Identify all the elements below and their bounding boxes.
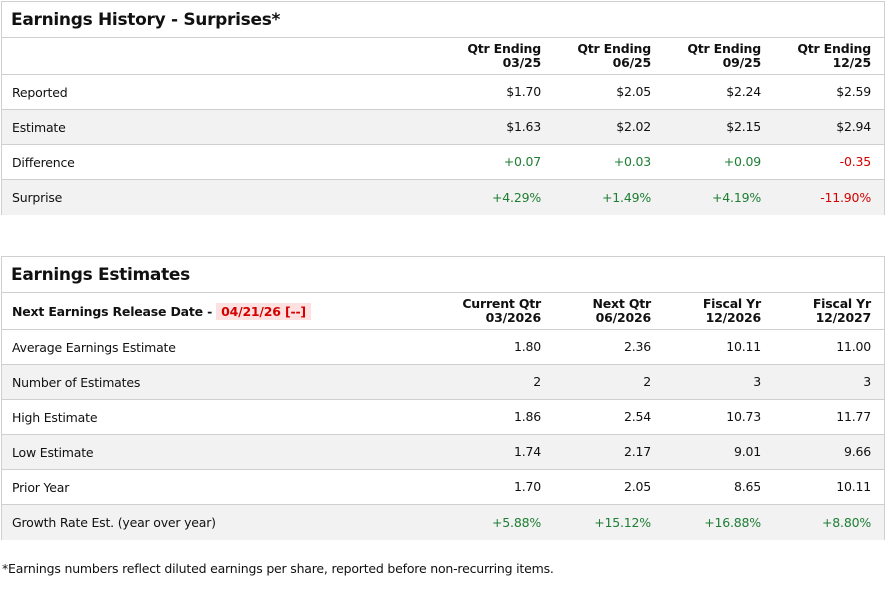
column-header-line1: Qtr Ending [577, 41, 651, 56]
column-header-line2: 03/25 [502, 55, 542, 70]
value-cell: 2.54 [623, 409, 651, 424]
value-cell: 2 [643, 374, 651, 389]
column-header: Fiscal Yr 12/2026 [661, 297, 771, 325]
row-label: Number of Estimates [12, 374, 141, 390]
value-cell: 2.05 [623, 479, 651, 494]
value-cell: 10.73 [726, 409, 761, 424]
table-row: Reported $1.70 $2.05 $2.24 $2.59 [2, 75, 884, 110]
table-row: Low Estimate 1.74 2.17 9.01 9.66 [2, 435, 884, 470]
value-cell: +16.88% [704, 514, 761, 530]
next-release-cell: Next Earnings Release Date -04/21/26 [--… [2, 302, 441, 320]
earnings-history-header: Qtr Ending 03/25 Qtr Ending 06/25 Qtr Ending… [2, 38, 884, 75]
value-cell: 3 [753, 374, 761, 389]
table-row: Number of Estimates 2 2 3 3 [2, 365, 884, 400]
column-header: Current Qtr 03/2026 [441, 297, 551, 325]
earnings-history-table: Earnings History - Surprises* Qtr Ending… [1, 1, 885, 215]
column-header: Next Qtr 06/2026 [551, 297, 661, 325]
value-cell: 8.65 [733, 479, 761, 494]
column-header: Fiscal Yr 12/2027 [771, 297, 881, 325]
value-cell: 9.66 [843, 444, 871, 459]
table-row: Growth Rate Est. (year over year) +5.88% +… [2, 505, 884, 540]
value-cell: 2.17 [623, 444, 651, 459]
column-header-line2: 03/2026 [485, 310, 542, 325]
earnings-estimates-table: Earnings Estimates Next Earnings Release… [1, 256, 885, 540]
row-label: Estimate [12, 119, 66, 135]
column-header: Qtr Ending 06/25 [551, 42, 661, 70]
value-cell: 1.80 [513, 339, 541, 354]
column-header-line1: Qtr Ending [467, 41, 541, 56]
table-row: High Estimate 1.86 2.54 10.73 11.77 [2, 400, 884, 435]
value-cell: 10.11 [836, 479, 871, 494]
value-cell: $2.94 [836, 119, 871, 134]
table-row: Surprise +4.29% +1.49% +4.19% -11.90% [2, 180, 884, 215]
value-cell: 2.36 [623, 339, 651, 354]
value-cell: $1.63 [506, 119, 541, 134]
value-cell: 2 [533, 374, 541, 389]
value-cell: +0.07 [503, 154, 542, 169]
table-row: Estimate $1.63 $2.02 $2.15 $2.94 [2, 110, 884, 145]
column-header-line2: 12/25 [832, 55, 872, 70]
earnings-history-title: Earnings History - Surprises* [2, 2, 884, 38]
value-cell: -11.90% [820, 189, 871, 205]
column-header-line1: Current Qtr [462, 296, 541, 311]
value-cell: 11.00 [836, 339, 871, 354]
value-cell: 9.01 [733, 444, 761, 459]
value-cell: 3 [863, 374, 871, 389]
earnings-estimates-header: Next Earnings Release Date -04/21/26 [--… [2, 293, 884, 330]
table-row: Difference +0.07 +0.03 +0.09 -0.35 [2, 145, 884, 180]
value-cell: $2.24 [726, 84, 761, 99]
value-cell: +1.49% [602, 189, 651, 205]
table-row: Prior Year 1.70 2.05 8.65 10.11 [2, 470, 884, 505]
row-label: Difference [12, 154, 75, 170]
column-header-line2: 06/25 [612, 55, 652, 70]
footnote: *Earnings numbers reflect diluted earnin… [2, 561, 554, 576]
row-label: High Estimate [12, 409, 98, 425]
value-cell: $2.15 [726, 119, 761, 134]
next-release-date: 04/21/26 [--] [216, 302, 311, 320]
value-cell: -0.35 [839, 154, 872, 169]
column-header-line2: 09/25 [722, 55, 762, 70]
value-cell: +15.12% [594, 514, 651, 530]
table-row: Average Earnings Estimate 1.80 2.36 10.11 11… [2, 330, 884, 365]
column-header-line2: 06/2026 [595, 310, 652, 325]
value-cell: $2.05 [616, 84, 651, 99]
value-cell: +8.80% [822, 514, 871, 530]
row-label: Average Earnings Estimate [12, 339, 176, 355]
earnings-estimates-title: Earnings Estimates [2, 257, 884, 293]
value-cell: +4.19% [712, 189, 761, 205]
value-cell: 10.11 [726, 339, 761, 354]
value-cell: +0.09 [723, 154, 762, 169]
row-label: Low Estimate [12, 444, 94, 460]
value-cell: +4.29% [492, 189, 541, 205]
value-cell: +0.03 [613, 154, 652, 169]
row-label: Reported [12, 84, 68, 100]
row-label: Surprise [12, 190, 63, 205]
value-cell: 11.77 [836, 409, 871, 424]
column-header: Qtr Ending 09/25 [661, 42, 771, 70]
value-cell: $2.59 [836, 84, 871, 99]
value-cell: 1.74 [513, 444, 541, 459]
column-header: Qtr Ending 03/25 [441, 42, 551, 70]
column-header-line2: 12/2026 [705, 310, 762, 325]
column-header-line2: 12/2027 [815, 310, 872, 325]
row-label: Prior Year [12, 479, 70, 495]
column-header-line1: Fiscal Yr [812, 296, 871, 311]
column-header-line1: Next Qtr [592, 296, 652, 311]
value-cell: 1.70 [513, 479, 541, 494]
value-cell: $1.70 [506, 84, 541, 99]
row-label: Growth Rate Est. (year over year) [12, 515, 216, 530]
value-cell: $2.02 [616, 119, 651, 134]
column-header: Qtr Ending 12/25 [771, 42, 881, 70]
column-header-line1: Qtr Ending [687, 41, 761, 56]
value-cell: 1.86 [513, 409, 541, 424]
value-cell: +5.88% [492, 514, 541, 530]
column-header-line1: Fiscal Yr [702, 296, 761, 311]
column-header-line1: Qtr Ending [797, 41, 871, 56]
next-release-label: Next Earnings Release Date - [12, 303, 213, 319]
